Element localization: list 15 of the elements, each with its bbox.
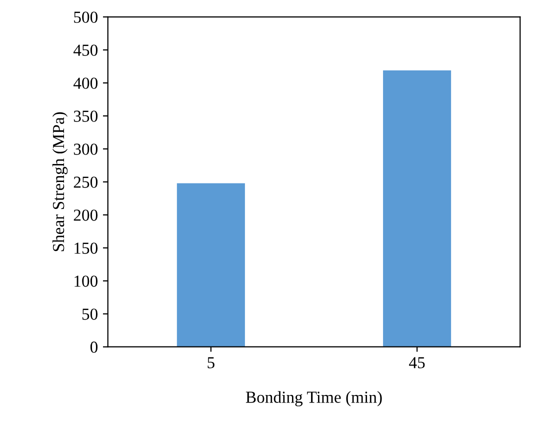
x-tick-label: 45 bbox=[409, 357, 425, 368]
y-tick-label: 50 bbox=[82, 308, 98, 320]
y-axis-title: Shear Strengh (MPa) bbox=[52, 112, 68, 252]
y-tick-label: 200 bbox=[74, 210, 98, 221]
y-tick-label: 400 bbox=[73, 78, 98, 89]
y-tick-label: 450 bbox=[73, 44, 98, 56]
y-tick-label: 100 bbox=[74, 276, 98, 287]
x-axis-title: Bonding Time (min) bbox=[246, 391, 382, 406]
y-tick-label: 500 bbox=[74, 12, 98, 23]
y-tick-label: 350 bbox=[74, 110, 98, 122]
y-tick-label: 150 bbox=[74, 242, 98, 254]
x-tick-label: 5 bbox=[208, 357, 214, 368]
y-tick-label: 300 bbox=[74, 144, 98, 155]
y-tick-label: 250 bbox=[74, 176, 98, 188]
y-tick-label: 0 bbox=[90, 342, 98, 353]
